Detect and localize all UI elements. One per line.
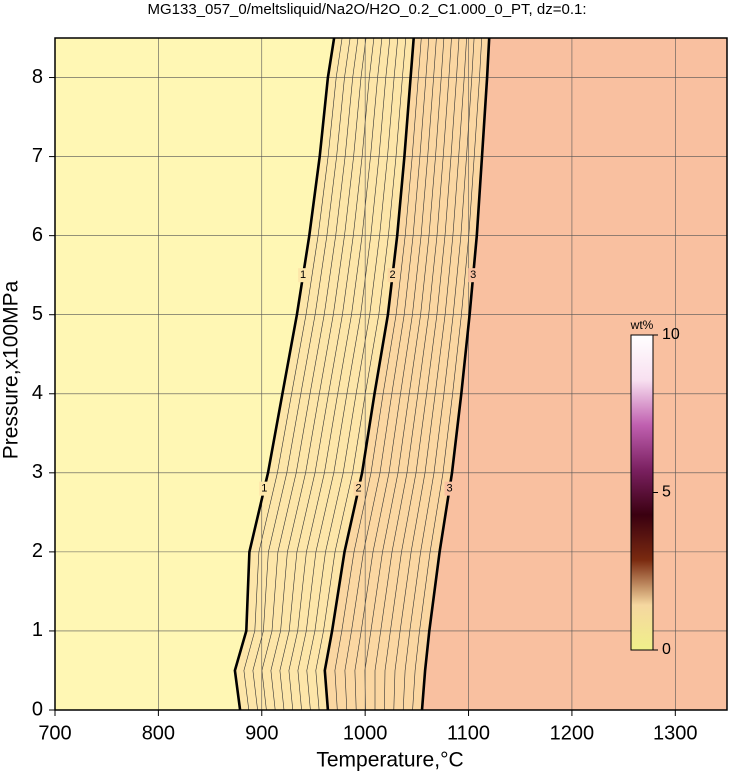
contour-label-bg [259, 481, 270, 496]
x-tick-label: 1000 [343, 722, 388, 744]
y-tick-label: 0 [32, 698, 43, 720]
colorbar-label: wt% [630, 318, 654, 332]
y-tick-label: 7 [32, 145, 43, 167]
y-axis-label: Pressure,x100MPa [0, 280, 23, 459]
x-tick-label: 1100 [447, 722, 490, 744]
colorbar-tick-label: 5 [662, 484, 671, 501]
colorbar [630, 334, 654, 651]
x-tick-label: 700 [38, 722, 71, 744]
contour-region [234, 38, 414, 710]
contour-label-bg [353, 481, 364, 496]
plot-area: 1 1 2 2 3 3 [55, 38, 727, 710]
contour-line [323, 38, 415, 710]
contour-label: 1 [261, 483, 267, 495]
y-tick-label: 2 [32, 540, 43, 562]
y-tick-label: 5 [32, 303, 43, 325]
y-tick-label: 6 [32, 224, 43, 246]
colorbar-tick-label: 0 [662, 641, 671, 658]
contour-region [55, 38, 335, 710]
contour-label: 3 [446, 483, 452, 495]
y-tick-label: 3 [32, 461, 43, 483]
x-tick-label: 800 [142, 722, 175, 744]
contour-label: 1 [300, 269, 306, 281]
x-tick-label: 900 [245, 722, 278, 744]
contour-label-bg [298, 268, 309, 283]
contour-region [324, 38, 490, 710]
contour-label: 2 [355, 483, 361, 495]
contour-label-bg [444, 481, 455, 496]
contour-line [233, 38, 336, 710]
contour-label-bg [468, 268, 479, 283]
y-tick-label: 1 [32, 619, 43, 641]
x-tick-label: 1200 [550, 722, 595, 744]
contour-label: 2 [389, 269, 395, 281]
x-tick-label: 1300 [653, 722, 698, 744]
x-axis-label: Temperature,°C [316, 749, 463, 772]
y-tick-label: 4 [32, 382, 43, 404]
axes: 700 800 900 1000 1100 1200 1300012345678wt%051… [32, 37, 728, 744]
contour-line [420, 38, 491, 710]
contour-label: 3 [470, 269, 476, 281]
contour-label-bg [387, 268, 398, 283]
chart-title: MG133_057_0/meltsliquid/Na2O/H2O_0.2_C1.… [147, 1, 586, 18]
y-tick-label: 8 [32, 66, 43, 88]
colorbar-tick-label: 10 [662, 326, 680, 343]
plot-frame [54, 37, 728, 711]
